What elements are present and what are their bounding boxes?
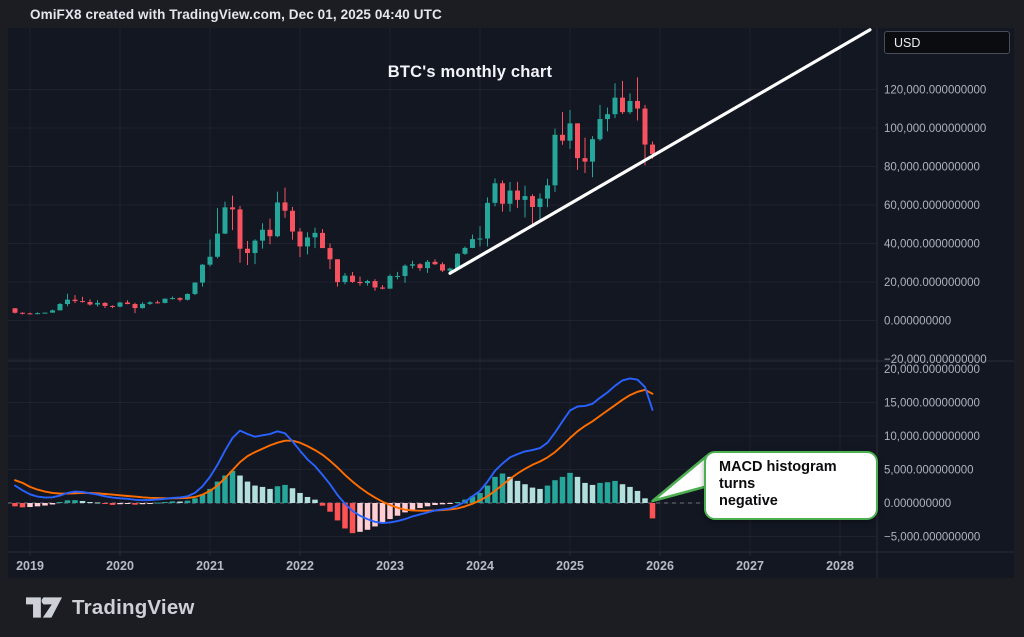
svg-text:10,000.000000000: 10,000.000000000 bbox=[884, 431, 980, 443]
svg-text:2023: 2023 bbox=[376, 559, 404, 573]
currency-label[interactable]: USD bbox=[884, 31, 1010, 54]
attribution-text: OmiFX8 created with TradingView.com, Dec… bbox=[30, 6, 442, 22]
svg-text:20,000.000000000: 20,000.000000000 bbox=[884, 364, 980, 376]
callout-line: turns bbox=[719, 476, 756, 493]
svg-text:5,000.000000000: 5,000.000000000 bbox=[884, 465, 974, 477]
chart-title-annotation[interactable]: BTC's monthly chart bbox=[387, 63, 553, 81]
tradingview-logo-text[interactable]: TradingView bbox=[72, 595, 195, 619]
svg-text:2028: 2028 bbox=[826, 559, 854, 573]
time-axis[interactable] bbox=[8, 552, 877, 578]
svg-text:0.000000000: 0.000000000 bbox=[884, 316, 951, 328]
svg-text:100,000.000000000: 100,000.000000000 bbox=[884, 123, 986, 135]
svg-text:2022: 2022 bbox=[286, 559, 314, 573]
tradingview-logo-icon[interactable] bbox=[26, 597, 62, 618]
footer-bar: TradingView bbox=[0, 578, 1024, 637]
svg-text:2019: 2019 bbox=[16, 559, 44, 573]
svg-text:120,000.000000000: 120,000.000000000 bbox=[884, 85, 986, 97]
attribution-bar: OmiFX8 created with TradingView.com, Dec… bbox=[0, 0, 1024, 28]
svg-text:40,000.000000000: 40,000.000000000 bbox=[884, 239, 980, 251]
svg-text:60,000.000000000: 60,000.000000000 bbox=[884, 200, 980, 212]
svg-text:2026: 2026 bbox=[646, 559, 674, 573]
svg-text:15,000.000000000: 15,000.000000000 bbox=[884, 398, 980, 410]
svg-text:−20,000.000000000: −20,000.000000000 bbox=[884, 354, 987, 366]
svg-text:2025: 2025 bbox=[556, 559, 584, 573]
svg-text:2024: 2024 bbox=[466, 559, 494, 573]
price-scale[interactable] bbox=[877, 28, 1014, 552]
svg-text:20,000.000000000: 20,000.000000000 bbox=[884, 277, 980, 289]
svg-text:−5,000.000000000: −5,000.000000000 bbox=[884, 532, 980, 544]
svg-text:2021: 2021 bbox=[196, 559, 224, 573]
svg-text:2020: 2020 bbox=[106, 559, 134, 573]
svg-text:2027: 2027 bbox=[736, 559, 764, 573]
svg-text:80,000.000000000: 80,000.000000000 bbox=[884, 162, 980, 174]
macd-callout[interactable]: MACD histogram turns negative bbox=[704, 451, 878, 521]
callout-line: negative bbox=[719, 493, 778, 510]
callout-line: MACD histogram bbox=[719, 459, 837, 475]
svg-text:0.000000000: 0.000000000 bbox=[884, 498, 951, 510]
